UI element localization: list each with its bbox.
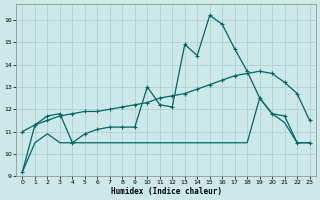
X-axis label: Humidex (Indice chaleur): Humidex (Indice chaleur): [110, 187, 221, 196]
